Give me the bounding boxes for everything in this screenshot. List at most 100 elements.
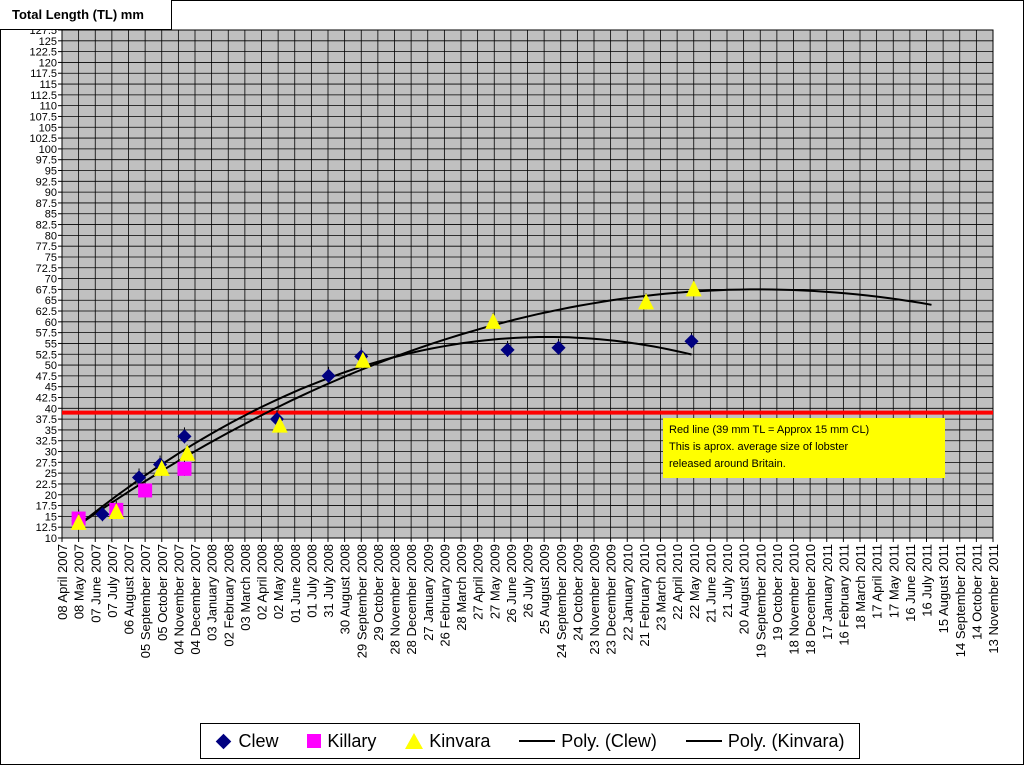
x-tick-label: 24 October 2009 [570,544,585,641]
x-tick-label: 19 October 2010 [770,544,785,641]
x-tick-label: 22 April 2010 [670,544,685,620]
y-tick-label: 20 [45,490,57,502]
point-clew [551,340,566,355]
point-kinvara [179,444,196,461]
legend-item-kinvara: Kinvara [405,731,490,752]
y-tick-label: 102.5 [29,133,57,145]
square-icon [307,734,322,748]
point-kinvara [271,416,288,433]
triangle-icon [405,733,424,749]
y-tick-label: 85 [45,209,57,221]
point-clew [321,368,336,383]
x-tick-label: 16 July 2011 [920,544,935,617]
legend-item-poly-kinvara: Poly. (Kinvara) [685,730,845,752]
point-clew [177,429,192,444]
y-tick-label: 15 [45,511,57,523]
point-clew [500,342,515,358]
x-tick-label: 30 August 2008 [338,544,353,634]
legend-label-killary: Killary [327,730,377,751]
x-tick-label: 26 February 2009 [437,544,452,647]
x-tick-label: 27 April 2009 [471,544,486,620]
y-tick-label: 92.5 [36,176,57,188]
y-tick-label: 10 [45,533,57,545]
reference-note: Red line (39 mm TL = Approx 15 mm CL) Th… [663,418,945,478]
x-tick-label: 02 February 2008 [221,544,236,647]
y-tick-label: 45 [45,382,57,394]
y-tick-label: 115 [39,79,57,91]
y-tick-label: 120 [39,57,57,69]
y-tick-label: 95 [45,166,57,178]
y-tick-label: 62.5 [36,306,57,318]
x-tick-label: 07 June 2007 [88,544,103,623]
point-killary [138,483,153,498]
point-clew [131,470,147,485]
y-tick-label: 77.5 [36,241,57,253]
y-tick-label: 72.5 [36,263,57,275]
x-tick-label: 06 August 2007 [122,544,137,634]
x-tick-label: 02 May 2008 [271,544,286,619]
y-tick-label: 97.5 [36,155,57,167]
y-tick-label: 100 [39,144,57,156]
legend-label-kinvara: Kinvara [429,730,491,751]
y-tick-label: 65 [45,295,57,307]
y-tick-label: 75 [45,252,57,264]
x-tick-label: 20 August 2010 [737,544,752,634]
x-tick-label: 17 April 2011 [870,544,885,619]
x-tick-label: 29 October 2008 [371,544,386,641]
y-tick-label: 47.5 [36,371,57,383]
y-tick-label: 117.5 [30,68,57,80]
x-tick-label: 23 March 2010 [654,544,669,631]
note-line-3: released around Britain. [669,458,786,470]
y-tick-label: 25 [45,468,57,480]
x-tick-label: 23 December 2009 [604,544,619,655]
y-tick-label: 67.5 [36,284,57,296]
x-tick-label: 05 September 2007 [138,544,153,658]
y-tick-label: 125 [39,36,57,48]
point-kinvara [485,312,502,329]
x-tick-label: 28 December 2008 [404,544,419,655]
x-tick-label: 25 August 2009 [537,544,552,634]
x-tick-label: 16 June 2011 [903,544,918,622]
x-tick-label: 03 March 2008 [238,544,253,631]
y-tick-label: 17.5 [36,501,57,513]
y-tick-label: 82.5 [36,220,57,232]
y-tick-label: 52.5 [36,349,57,361]
line-icon [685,740,722,742]
y-tick-label: 27.5 [36,457,57,469]
y-tick-label: 35 [45,425,57,437]
y-tick-label: 57.5 [36,328,57,340]
legend-label-poly-kinvara: Poly. (Kinvara) [727,730,845,751]
x-tick-label: 01 June 2008 [288,544,303,623]
x-tick-label: 21 February 2010 [637,544,652,647]
y-tick-label: 70 [45,274,57,286]
point-kinvara [108,503,125,520]
x-tick-label: 26 July 2009 [521,544,536,618]
point-kinvara [70,513,87,530]
point-kinvara [638,293,655,310]
x-tick-label: 04 December 2007 [188,544,203,655]
legend-label-clew: Clew [238,730,279,751]
y-tick-label: 112.5 [30,90,57,102]
y-tick-label: 40 [45,403,57,415]
x-tick-label: 02 April 2008 [255,544,270,620]
y-tick-label: 122.5 [29,47,57,59]
x-tick-label: 28 November 2008 [388,544,403,655]
x-tick-label: 26 June 2009 [504,544,519,623]
y-tick-label: 105 [39,122,57,134]
x-tick-label: 17 January 2011 [820,544,835,640]
x-tick-label: 07 July 2007 [105,544,120,618]
point-kinvara [685,280,702,297]
x-tick-label: 22 May 2010 [687,544,702,619]
y-tick-label: 50 [45,360,57,372]
x-tick-label: 15 August 2011 [936,544,951,633]
point-clew [684,334,699,349]
point-kinvara [153,459,170,476]
y-tick-label: 90 [45,187,57,199]
x-tick-label: 19 September 2010 [753,544,768,658]
x-tick-label: 21 June 2010 [703,544,718,623]
y-tick-label: 30 [45,447,57,459]
x-tick-label: 21 July 2010 [720,544,735,618]
legend-item-killary: Killary [307,731,376,752]
x-tick-label: 18 December 2010 [803,544,818,655]
x-tick-label: 29 September 2008 [354,544,369,658]
